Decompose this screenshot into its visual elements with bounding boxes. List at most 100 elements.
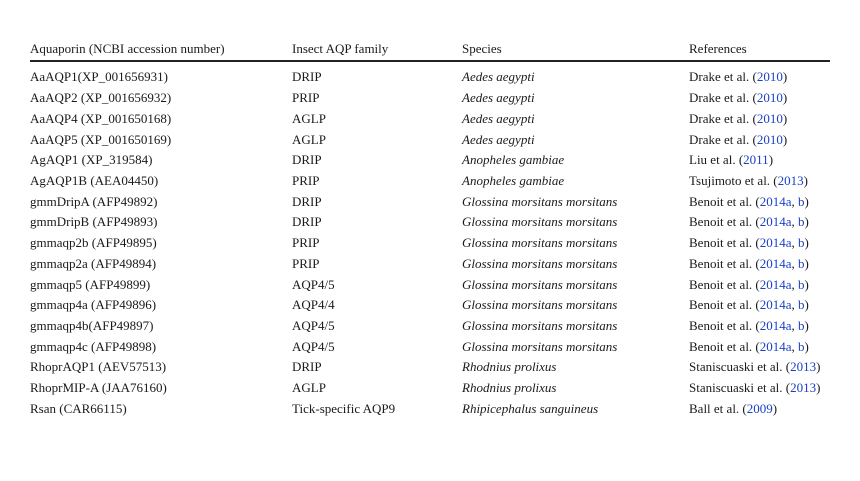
cell-family-text: DRIP xyxy=(292,152,322,168)
cell-aquaporin-text: gmmaqp4b(AFP49897) xyxy=(30,317,154,333)
cell-reference: Staniscuaski et al. (2013) xyxy=(689,378,830,399)
ref-year-link[interactable]: 2014a xyxy=(759,214,792,230)
ref-separator-text: , xyxy=(791,255,799,271)
ref-year-link[interactable]: 2013 xyxy=(777,173,804,189)
ref-close-text: ) xyxy=(804,276,809,292)
cell-species-text: Anopheles gambiae xyxy=(462,152,565,168)
ref-year-link[interactable]: 2014a xyxy=(759,235,792,251)
cell-family-text: AGLP xyxy=(292,131,326,147)
ref-separator-text: , xyxy=(791,317,799,333)
header-family: Insect AQP family xyxy=(292,41,389,56)
cell-family: AQP4/4 xyxy=(292,295,462,316)
ref-author-text: Drake et al. ( xyxy=(689,90,757,106)
cell-species: Aedes aegypti xyxy=(462,109,689,130)
ref-author-text: Drake et al. ( xyxy=(689,131,757,147)
ref-year-link-2[interactable]: b xyxy=(798,235,805,251)
cell-species: Aedes aegypti xyxy=(462,129,689,150)
ref-year-link-2[interactable]: b xyxy=(798,193,805,209)
ref-year-link[interactable]: 2010 xyxy=(756,131,783,147)
ref-close-text: ) xyxy=(804,193,809,209)
ref-year-link-2[interactable]: b xyxy=(798,338,805,354)
cell-species-text: Aedes aegypti xyxy=(462,69,535,84)
cell-reference: Drake et al. (2010) xyxy=(689,109,830,130)
cell-species-text: Glossina morsitans morsitans xyxy=(462,338,618,354)
cell-family: PRIP xyxy=(292,254,462,275)
cell-species: Rhodnius prolixus xyxy=(462,378,689,399)
cell-aquaporin: AaAQP5 (XP_001650169) xyxy=(30,129,292,150)
ref-separator-text: , xyxy=(791,235,799,251)
ref-year-link[interactable]: 2014a xyxy=(759,317,792,333)
cell-family: PRIP xyxy=(292,171,462,192)
cell-aquaporin: AaAQP2 (XP_001656932) xyxy=(30,88,292,109)
cell-species-text: Aedes aegypti xyxy=(462,111,535,127)
table-row: Rsan (CAR66115) Tick-specific AQP9 Rhipice… xyxy=(30,398,830,419)
cell-species-text: Glossina morsitans morsitans xyxy=(462,297,618,313)
cell-family: PRIP xyxy=(292,88,462,109)
ref-year-link[interactable]: 2011 xyxy=(743,152,769,168)
cell-family: AQP4/5 xyxy=(292,274,462,295)
cell-species-text: Glossina morsitans morsitans xyxy=(462,235,618,251)
cell-aquaporin: RhoprAQP1 (AEV57513) xyxy=(30,357,292,378)
ref-separator-text: , xyxy=(791,338,799,354)
cell-species-text: Aedes aegypti xyxy=(462,90,535,106)
table-row: gmmaqp2a (AFP49894) PRIP Glossina morsitan… xyxy=(30,254,830,275)
ref-year-link-2[interactable]: b xyxy=(798,297,805,313)
cell-reference: Tsujimoto et al. (2013) xyxy=(689,171,830,192)
cell-species: Glossina morsitans morsitans xyxy=(462,295,689,316)
ref-author-text: Benoit et al. ( xyxy=(689,276,760,292)
ref-author-text: Benoit et al. ( xyxy=(689,255,760,271)
cell-family-text: DRIP xyxy=(292,214,322,230)
cell-species-text: Glossina morsitans morsitans xyxy=(462,317,618,333)
cell-aquaporin: gmmaqp4a (AFP49896) xyxy=(30,295,292,316)
cell-reference: Drake et al. (2010) xyxy=(689,129,830,150)
ref-author-text: Ball et al. ( xyxy=(689,400,747,416)
ref-year-link[interactable]: 2010 xyxy=(756,111,783,127)
cell-family-text: AQP4/5 xyxy=(292,276,335,292)
ref-year-link[interactable]: 2014a xyxy=(759,276,792,292)
cell-family: DRIP xyxy=(292,212,462,233)
cell-aquaporin-text: AaAQP1(XP_001656931) xyxy=(30,69,168,84)
table-row: gmmaqp4b(AFP49897) AQP4/5 Glossina morsita… xyxy=(30,316,830,337)
ref-close-text: ) xyxy=(772,400,778,416)
cell-family: AGLP xyxy=(292,129,462,150)
aquaporin-table-container: Aquaporin (NCBI accession number) Insect… xyxy=(30,38,830,419)
ref-year-link[interactable]: 2009 xyxy=(746,400,773,416)
ref-year-link[interactable]: 2014a xyxy=(759,297,792,313)
ref-year-link[interactable]: 2014a xyxy=(759,255,792,271)
ref-year-link[interactable]: 2014a xyxy=(759,193,792,209)
table-row: gmmaqp4a (AFP49896) AQP4/4 Glossina morsit… xyxy=(30,295,830,316)
cell-family-text: AGLP xyxy=(292,379,326,395)
table-row: gmmDripB (AFP49893) DRIP Glossina morsitan… xyxy=(30,212,830,233)
table-row: gmmaqp2b (AFP49895) PRIP Glossina morsitan… xyxy=(30,233,830,254)
cell-family-text: PRIP xyxy=(292,90,320,106)
ref-close-text: ) xyxy=(804,214,809,230)
cell-reference: Benoit et al. (2014a, b) xyxy=(689,295,830,316)
cell-species: Glossina morsitans morsitans xyxy=(462,274,689,295)
cell-species: Glossina morsitans morsitans xyxy=(462,316,689,337)
ref-year-link[interactable]: 2010 xyxy=(756,90,783,106)
ref-year-link-2[interactable]: b xyxy=(798,255,805,271)
cell-reference: Benoit et al. (2014a, b) xyxy=(689,212,830,233)
cell-reference: Drake et al. (2010) xyxy=(689,88,830,109)
cell-reference: Benoit et al. (2014a, b) xyxy=(689,316,830,337)
ref-author-text: Benoit et al. ( xyxy=(689,214,760,230)
table-row: AaAQP2 (XP_001656932) PRIP Aedes aegypti Dr… xyxy=(30,88,830,109)
cell-aquaporin-text: AaAQP5 (XP_001650169) xyxy=(30,131,172,147)
header-species: Species xyxy=(462,41,502,56)
cell-aquaporin-text: RhoprAQP1 (AEV57513) xyxy=(30,359,167,375)
ref-year-link-2[interactable]: b xyxy=(798,214,805,230)
ref-year-link-2[interactable]: b xyxy=(798,317,805,333)
cell-reference: Staniscuaski et al. (2013) xyxy=(689,357,830,378)
ref-year-link[interactable]: 2013 xyxy=(790,359,817,375)
cell-family-text: AQP4/5 xyxy=(292,338,335,354)
ref-year-link-2[interactable]: b xyxy=(798,276,805,292)
ref-year-link[interactable]: 2014a xyxy=(759,338,792,354)
cell-species: Anopheles gambiae xyxy=(462,150,689,171)
ref-year-link[interactable]: 2013 xyxy=(790,379,817,395)
ref-year-link[interactable]: 2010 xyxy=(756,69,783,84)
cell-aquaporin-text: AgAQP1 (XP_319584) xyxy=(30,152,153,168)
ref-close-text: ) xyxy=(803,173,808,189)
cell-family: DRIP xyxy=(292,150,462,171)
cell-family-text: DRIP xyxy=(292,69,322,84)
cell-aquaporin-text: AaAQP2 (XP_001656932) xyxy=(30,90,172,106)
